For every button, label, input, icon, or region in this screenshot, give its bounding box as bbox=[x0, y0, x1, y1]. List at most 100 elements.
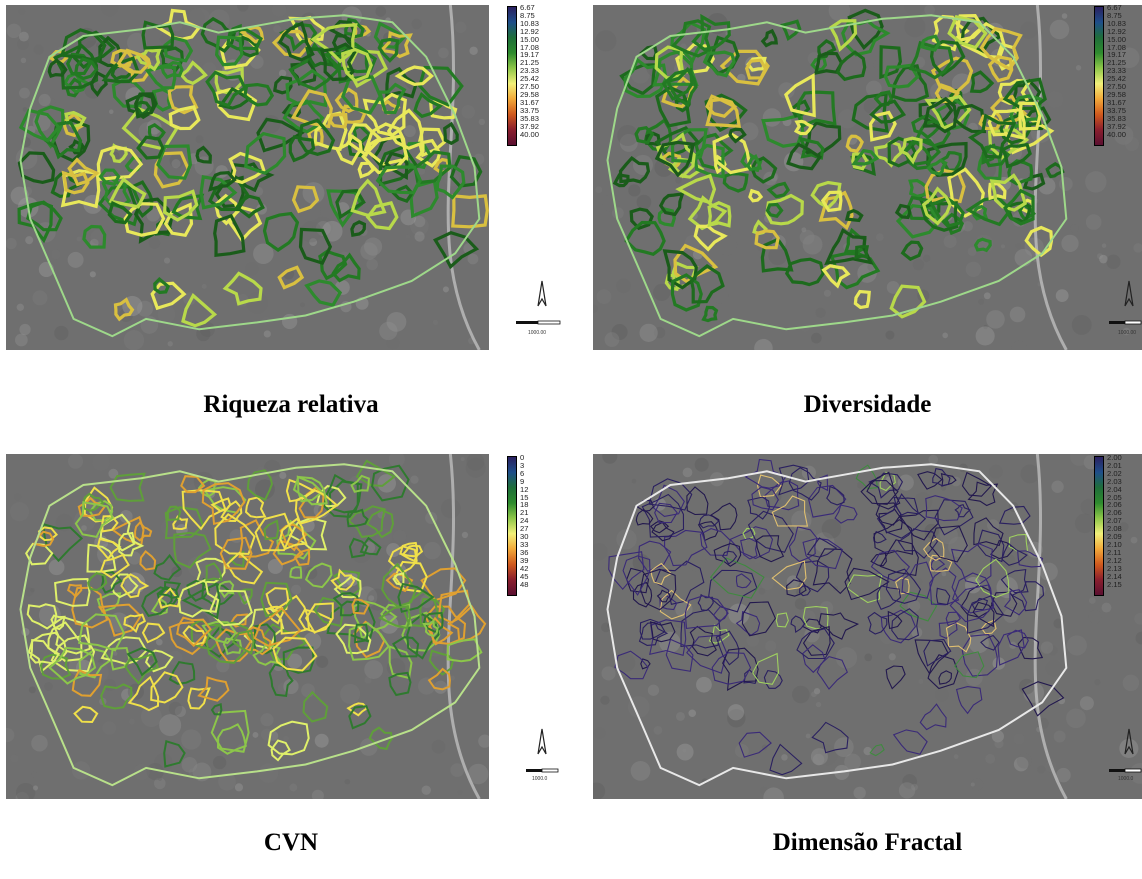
patch-boundary bbox=[179, 60, 208, 86]
patch-boundary bbox=[210, 709, 250, 753]
patch-boundary bbox=[879, 539, 919, 577]
legend-tick-label: 36 bbox=[520, 547, 529, 557]
patch-boundary bbox=[348, 537, 369, 559]
patch-boundary bbox=[1003, 188, 1035, 226]
patch-boundary bbox=[394, 65, 435, 87]
patch-boundary bbox=[875, 502, 902, 526]
terrain-texture bbox=[478, 734, 489, 748]
terrain-texture bbox=[432, 319, 439, 325]
patch-boundary bbox=[319, 42, 357, 82]
river-feature bbox=[1033, 454, 1068, 799]
terrain-texture bbox=[450, 675, 455, 681]
patch-boundary bbox=[940, 473, 957, 487]
patch-boundary bbox=[715, 630, 740, 666]
patch-boundary bbox=[205, 562, 223, 582]
terrain-texture bbox=[1053, 730, 1066, 743]
patch-boundary bbox=[297, 118, 336, 156]
terrain-texture bbox=[686, 551, 706, 572]
terrain-texture bbox=[31, 771, 38, 778]
terrain-texture bbox=[1066, 708, 1086, 729]
patch-boundary bbox=[691, 13, 731, 52]
patch-boundary bbox=[719, 49, 770, 86]
patch-boundary bbox=[870, 552, 887, 567]
legend-tick-label: 19.17 bbox=[1107, 50, 1127, 60]
patch-boundary bbox=[294, 489, 339, 525]
terrain-texture bbox=[171, 159, 181, 169]
terrain-texture bbox=[18, 31, 29, 42]
patch-boundary bbox=[74, 501, 114, 539]
patch-boundary bbox=[346, 702, 369, 717]
patch-boundary bbox=[432, 230, 480, 270]
patch-boundary bbox=[348, 705, 372, 730]
terrain-texture bbox=[781, 754, 788, 761]
river-feature bbox=[446, 454, 481, 799]
terrain-texture bbox=[754, 338, 773, 350]
terrain-texture bbox=[762, 108, 782, 127]
patch-boundary bbox=[952, 572, 995, 614]
legend-tick-label: 0 bbox=[520, 453, 525, 462]
patch-boundary bbox=[712, 605, 728, 621]
terrain-texture bbox=[431, 671, 448, 688]
patch-boundary bbox=[690, 264, 725, 304]
patch-boundary bbox=[650, 562, 672, 586]
terrain-texture bbox=[273, 25, 281, 33]
legend-tick-label: 27.50 bbox=[520, 82, 540, 92]
study-area-outline bbox=[606, 463, 1068, 787]
terrain-texture bbox=[1066, 635, 1087, 656]
patch-boundary bbox=[238, 518, 275, 558]
patch-boundary bbox=[310, 23, 358, 64]
terrain-texture bbox=[14, 493, 22, 501]
terrain-texture bbox=[6, 237, 17, 250]
terrain-texture bbox=[828, 5, 851, 22]
patch-boundary bbox=[650, 520, 670, 534]
legend-tick-label: 2.07 bbox=[1107, 516, 1122, 526]
patch-boundary bbox=[289, 566, 303, 579]
patch-boundary bbox=[277, 265, 305, 290]
terrain-texture bbox=[218, 772, 236, 791]
patch-boundary bbox=[853, 289, 871, 310]
terrain-texture bbox=[154, 753, 173, 772]
patch-boundary bbox=[689, 625, 717, 657]
patch-boundary bbox=[330, 568, 356, 591]
terrain-texture bbox=[619, 133, 638, 152]
patch-boundary bbox=[50, 634, 96, 673]
terrain-texture bbox=[647, 684, 660, 696]
patch-boundary bbox=[867, 611, 888, 635]
terrain-texture bbox=[1013, 733, 1025, 745]
patch-boundary bbox=[648, 478, 693, 511]
north-arrow-icon bbox=[537, 280, 547, 307]
patch-boundary bbox=[934, 499, 974, 536]
terrain-texture bbox=[1122, 327, 1131, 336]
patch-boundary bbox=[195, 145, 212, 164]
patch-boundary bbox=[353, 600, 398, 641]
terrain-texture bbox=[148, 237, 161, 249]
patch-boundary bbox=[934, 83, 961, 104]
terrain-texture bbox=[918, 679, 924, 685]
patch-boundary bbox=[362, 92, 408, 137]
terrain-texture bbox=[716, 234, 738, 256]
terrain-texture bbox=[874, 102, 879, 108]
terrain-texture bbox=[212, 755, 227, 770]
patch-boundary bbox=[351, 598, 370, 615]
terrain-texture bbox=[1046, 91, 1064, 108]
patch-boundary bbox=[802, 120, 842, 159]
patch-boundary bbox=[181, 489, 227, 531]
terrain-texture bbox=[48, 559, 65, 576]
patch-boundary bbox=[214, 628, 257, 663]
patch-boundary bbox=[219, 536, 253, 570]
terrain-texture bbox=[253, 243, 274, 264]
patch-boundary bbox=[290, 89, 333, 129]
legend-tick-label: 2.06 bbox=[1107, 500, 1122, 510]
terrain-texture bbox=[140, 706, 162, 728]
patch-boundary bbox=[158, 580, 182, 599]
terrain-texture bbox=[38, 93, 51, 107]
patch-boundary bbox=[108, 176, 147, 209]
patch-boundary bbox=[922, 96, 958, 134]
patch-boundary bbox=[955, 686, 983, 715]
patch-boundary bbox=[665, 638, 694, 672]
patch-boundary bbox=[820, 190, 843, 213]
terrain-texture bbox=[1080, 498, 1097, 515]
terrain-texture bbox=[14, 333, 28, 347]
patch-boundary bbox=[150, 597, 169, 616]
terrain-texture bbox=[1049, 19, 1070, 40]
